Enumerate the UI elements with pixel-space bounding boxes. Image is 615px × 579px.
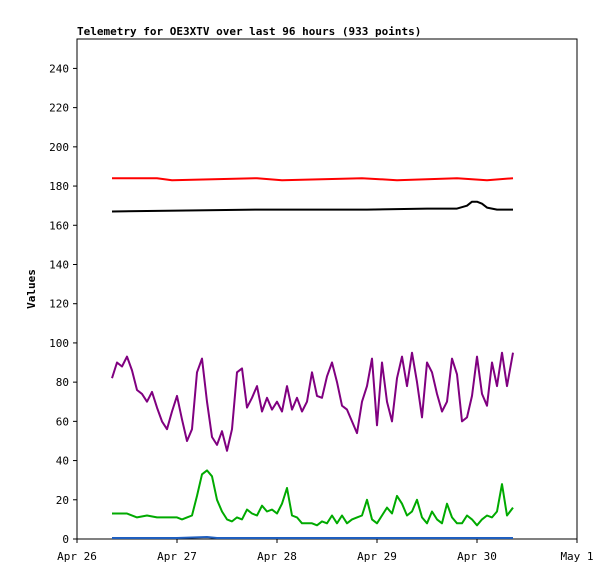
y-axis-label: Values <box>25 269 38 309</box>
series-line-2 <box>111 200 513 213</box>
x-tick-label: Apr 29 <box>357 550 397 563</box>
y-tick-label: 80 <box>56 376 69 389</box>
x-tick-label: Apr 28 <box>257 550 297 563</box>
y-tick-label: 40 <box>56 455 69 468</box>
series-line-5 <box>112 536 513 539</box>
y-tick-label: 240 <box>49 62 69 75</box>
y-tick-label: 0 <box>62 533 69 546</box>
x-tick-label: May 1 <box>560 550 593 563</box>
y-tick-label: 100 <box>49 337 69 350</box>
y-tick-label: 200 <box>49 141 69 154</box>
x-tick-label: Apr 30 <box>457 550 497 563</box>
y-tick-label: 60 <box>56 415 69 428</box>
y-tick-label: 20 <box>56 494 69 507</box>
y-tick-label: 140 <box>49 258 69 271</box>
series-line-1 <box>112 177 514 182</box>
x-tick-label: Apr 27 <box>157 550 197 563</box>
series-layer <box>111 177 514 539</box>
y-tick-label: 160 <box>49 219 69 232</box>
y-tick-label: 180 <box>49 180 69 193</box>
y-tick-label: 220 <box>49 102 69 115</box>
x-tick-label: Apr 26 <box>57 550 97 563</box>
y-axis-ticks: 0 20 40 60 80 100 120 140 160 180 200 220 240 <box>49 62 77 546</box>
series-line-3 <box>111 351 514 452</box>
series-line-4 <box>112 469 514 527</box>
chart-title: Telemetry for OE3XTV over last 96 hours … <box>77 25 421 38</box>
x-axis-ticks: Apr 26 Apr 27 Apr 28 Apr 29 Apr 30 May 1 <box>57 539 594 563</box>
y-tick-label: 120 <box>49 298 69 311</box>
plot-area-frame <box>76 38 578 540</box>
